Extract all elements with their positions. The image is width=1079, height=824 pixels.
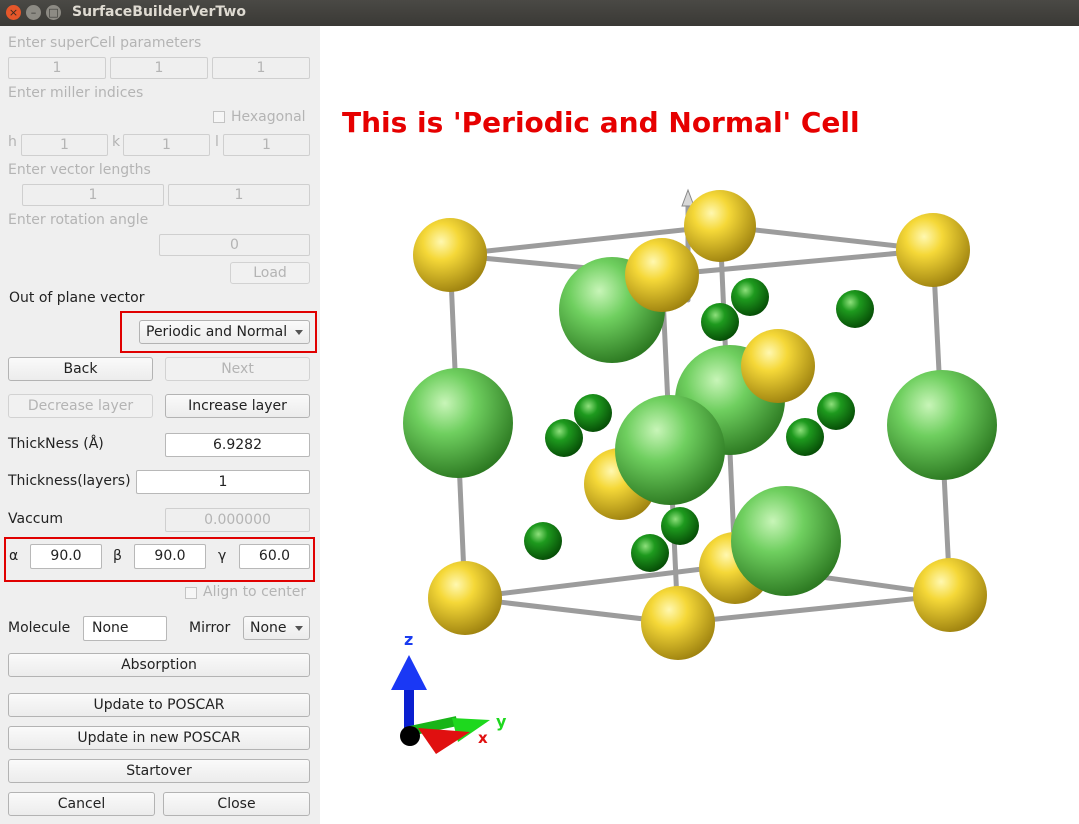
mirror-selected-text: None: [250, 620, 287, 636]
h-input[interactable]: 1: [21, 134, 108, 156]
hexagonal-label: Hexagonal: [231, 109, 306, 125]
arrow-z-icon: [391, 655, 427, 690]
atom-green-small: [574, 394, 612, 432]
supercell-a-input[interactable]: 1: [8, 57, 106, 79]
atom-green-large: [731, 486, 841, 596]
increase-layer-button[interactable]: Increase layer: [165, 394, 310, 418]
alpha-label: α: [9, 548, 18, 564]
absorption-button[interactable]: Absorption: [8, 653, 310, 677]
l-label: l: [215, 134, 219, 150]
supercell-label: Enter superCell parameters: [8, 35, 201, 51]
vector-length-2-input[interactable]: 1: [168, 184, 310, 206]
beta-label: β: [113, 548, 122, 564]
miller-label: Enter miller indices: [8, 85, 143, 101]
window-minimize-button[interactable]: –: [26, 5, 41, 20]
molecule-label: Molecule: [8, 620, 70, 636]
rotation-label: Enter rotation angle: [8, 212, 148, 228]
atom-green-large: [615, 395, 725, 505]
axis-triad: z y x: [391, 630, 507, 754]
l-input[interactable]: 1: [223, 134, 310, 156]
gamma-label: γ: [218, 548, 226, 564]
window-title: SurfaceBuilderVerTwo: [72, 4, 246, 20]
vaccum-label: Vaccum: [8, 511, 63, 527]
atom-green-small: [661, 507, 699, 545]
atom-yellow: [413, 218, 487, 292]
atom-green-large: [403, 368, 513, 478]
atom-green-small: [545, 419, 583, 457]
align-center-label: Align to center: [203, 584, 306, 600]
chevron-down-icon: [295, 626, 303, 631]
rotation-input[interactable]: 0: [159, 234, 310, 256]
atom-yellow: [641, 586, 715, 660]
molecule-input[interactable]: None: [83, 616, 167, 641]
next-button[interactable]: Next: [165, 357, 310, 381]
chevron-down-icon: [295, 330, 303, 335]
window-maximize-button[interactable]: □: [46, 5, 61, 20]
atom-yellow: [625, 238, 699, 312]
alpha-input[interactable]: 90.0: [30, 544, 102, 569]
atom-green-small: [701, 303, 739, 341]
window-titlebar: × – □ SurfaceBuilderVerTwo: [0, 0, 1079, 26]
atom-yellow: [741, 329, 815, 403]
atom-green-small: [731, 278, 769, 316]
axis-x-label: x: [478, 729, 488, 747]
axis-y-label: y: [496, 712, 507, 731]
beta-input[interactable]: 90.0: [134, 544, 206, 569]
atom-green-small: [786, 418, 824, 456]
crystal-viewport[interactable]: z y x: [320, 26, 1079, 824]
atom-green-small: [817, 392, 855, 430]
atom-yellow: [428, 561, 502, 635]
cancel-button[interactable]: Cancel: [8, 792, 155, 816]
atom-green-large: [887, 370, 997, 480]
vaccum-input[interactable]: 0.000000: [165, 508, 310, 532]
thickness-input[interactable]: 6.9282: [165, 433, 310, 457]
atom-yellow: [684, 190, 756, 262]
vector-length-1-input[interactable]: 1: [22, 184, 164, 206]
k-label: k: [112, 134, 120, 150]
atom-green-small: [631, 534, 669, 572]
window-close-button[interactable]: ×: [6, 5, 21, 20]
hexagonal-checkbox[interactable]: [213, 111, 225, 123]
back-button[interactable]: Back: [8, 357, 153, 381]
gamma-input[interactable]: 60.0: [239, 544, 310, 569]
thickness-label: ThickNess (Å): [8, 436, 104, 452]
atom-green-small: [524, 522, 562, 560]
atom-yellow: [896, 213, 970, 287]
out-of-plane-label: Out of plane vector: [9, 290, 144, 306]
update-new-poscar-button[interactable]: Update in new POSCAR: [8, 726, 310, 750]
decrease-layer-button[interactable]: Decrease layer: [8, 394, 153, 418]
k-input[interactable]: 1: [123, 134, 210, 156]
arrow-x-icon: [418, 728, 470, 754]
layers-input[interactable]: 1: [136, 470, 310, 494]
vector-label: Enter vector lengths: [8, 162, 151, 178]
layers-label: Thickness(layers): [8, 473, 131, 489]
atom-yellow: [913, 558, 987, 632]
load-button[interactable]: Load: [230, 262, 310, 284]
align-center-checkbox[interactable]: [185, 587, 197, 599]
mirror-select[interactable]: None: [243, 616, 310, 640]
h-label: h: [8, 134, 17, 150]
atoms-front: [403, 213, 997, 660]
atom-green-small: [836, 290, 874, 328]
supercell-c-input[interactable]: 1: [212, 57, 310, 79]
update-poscar-button[interactable]: Update to POSCAR: [8, 693, 310, 717]
axis-z-label: z: [404, 630, 413, 649]
out-of-plane-selected-text: Periodic and Normal: [146, 324, 287, 340]
close-button[interactable]: Close: [163, 792, 310, 816]
out-of-plane-select[interactable]: Periodic and Normal: [139, 320, 310, 344]
mirror-label: Mirror: [189, 620, 230, 636]
startover-button[interactable]: Startover: [8, 759, 310, 783]
supercell-b-input[interactable]: 1: [110, 57, 208, 79]
